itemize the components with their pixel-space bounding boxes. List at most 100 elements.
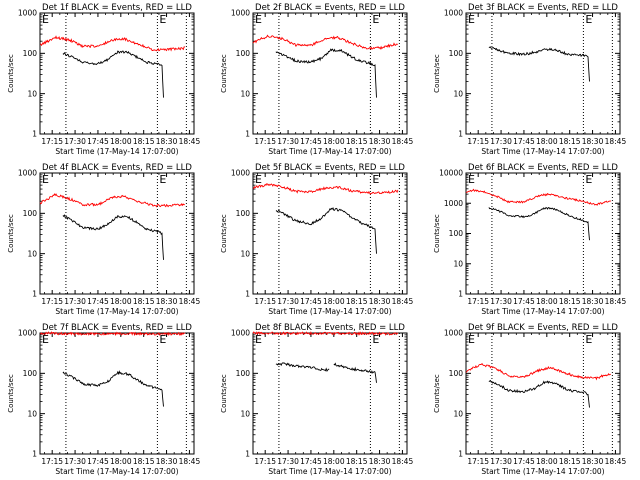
x-tick-label: 18:30 bbox=[369, 137, 391, 146]
events-series-line bbox=[333, 362, 377, 383]
event-marker: E bbox=[372, 173, 379, 186]
y-tick-label: 1 bbox=[458, 130, 463, 139]
x-tick-label: 17:15 bbox=[467, 297, 489, 306]
y-tick-label: 10 bbox=[27, 249, 37, 258]
event-marker: E bbox=[159, 13, 166, 26]
y-tick-label: 1000 bbox=[444, 199, 463, 208]
x-tick-label: 18:30 bbox=[369, 457, 391, 466]
x-tick-label: 18:00 bbox=[536, 457, 558, 466]
x-axis-label: Start Time (17-May-14 17:07:00) bbox=[268, 467, 391, 476]
event-marker: E bbox=[159, 173, 166, 186]
y-tick-label: 100 bbox=[449, 369, 464, 378]
x-tick-label: 18:30 bbox=[582, 297, 604, 306]
lld-series-line bbox=[252, 183, 399, 195]
event-marker: E bbox=[372, 333, 379, 346]
y-axis-label: Counts/sec bbox=[7, 54, 15, 93]
y-tick-label: 100 bbox=[236, 49, 251, 58]
x-tick-label: 18:15 bbox=[133, 137, 155, 146]
event-marker: E bbox=[255, 173, 262, 186]
x-axis-label: Start Time (17-May-14 17:07:00) bbox=[55, 147, 178, 156]
plot-frame bbox=[252, 12, 408, 135]
event-marker: E bbox=[159, 333, 166, 346]
y-tick-label: 1 bbox=[245, 130, 250, 139]
x-tick-label: 17:30 bbox=[64, 457, 86, 466]
y-tick-label: 1 bbox=[458, 290, 463, 299]
y-tick-label: 1000 bbox=[444, 9, 463, 18]
x-tick-label: 18:30 bbox=[582, 137, 604, 146]
lld-series-line bbox=[252, 34, 398, 50]
x-tick-label: 18:15 bbox=[559, 297, 581, 306]
event-marker: E bbox=[42, 173, 49, 186]
x-tick-label: 18:00 bbox=[110, 297, 132, 306]
y-tick-label: 100 bbox=[23, 49, 38, 58]
event-marker: E bbox=[42, 13, 49, 26]
y-tick-label: 1000 bbox=[231, 9, 250, 18]
chart-panel: Det 6f BLACK = Events, RED = LLD 1 10 100 10… bbox=[433, 163, 626, 316]
y-tick-label: 100 bbox=[23, 369, 38, 378]
event-marker: E bbox=[255, 333, 262, 346]
y-tick-label: 1000 bbox=[18, 9, 37, 18]
y-axis-label: Counts/sec bbox=[220, 54, 228, 93]
x-tick-label: 18:15 bbox=[133, 457, 155, 466]
x-tick-label: 18:45 bbox=[179, 137, 201, 146]
plot-frame bbox=[252, 332, 408, 455]
x-tick-label: 18:15 bbox=[346, 457, 368, 466]
event-marker: E bbox=[585, 333, 592, 346]
chart-panel: Det 9f BLACK = Events, RED = LLD 1 10 100 10… bbox=[433, 323, 626, 476]
x-tick-label: 17:30 bbox=[490, 297, 512, 306]
chart-panel: Det 5f BLACK = Events, RED = LLD 1 10 100 10… bbox=[220, 163, 413, 316]
plot-frame bbox=[252, 172, 408, 295]
x-axis-label: Start Time (17-May-14 17:07:00) bbox=[481, 307, 604, 316]
chart-title: Det 3f BLACK = Events, RED = LLD bbox=[468, 3, 618, 13]
x-tick-label: 18:00 bbox=[536, 297, 558, 306]
x-tick-label: 18:30 bbox=[156, 137, 178, 146]
x-tick-label: 17:45 bbox=[300, 297, 322, 306]
x-tick-label: 18:30 bbox=[156, 457, 178, 466]
plot-frame bbox=[39, 172, 195, 295]
y-tick-label: 1000 bbox=[231, 169, 250, 178]
x-tick-label: 18:30 bbox=[369, 297, 391, 306]
y-tick-label: 1 bbox=[32, 130, 37, 139]
y-tick-label: 1 bbox=[245, 290, 250, 299]
x-tick-label: 17:45 bbox=[513, 457, 535, 466]
chart-title: Det 4f BLACK = Events, RED = LLD bbox=[42, 163, 192, 173]
x-tick-label: 18:00 bbox=[323, 297, 345, 306]
plot-frame bbox=[39, 332, 195, 455]
x-axis-label: Start Time (17-May-14 17:07:00) bbox=[481, 467, 604, 476]
y-axis-label: Counts/sec bbox=[220, 214, 228, 253]
y-axis-label: Counts/sec bbox=[433, 214, 441, 253]
x-tick-label: 18:15 bbox=[133, 297, 155, 306]
chart-panel: Det 8f BLACK = Events, RED = LLD 1 10 100 10… bbox=[220, 323, 413, 476]
x-axis-label: Start Time (17-May-14 17:07:00) bbox=[481, 147, 604, 156]
event-marker: E bbox=[372, 13, 379, 26]
lld-series-line bbox=[39, 193, 185, 208]
x-tick-label: 18:45 bbox=[179, 297, 201, 306]
x-tick-label: 18:15 bbox=[559, 457, 581, 466]
y-tick-label: 1 bbox=[458, 450, 463, 459]
y-axis-label: Counts/sec bbox=[7, 214, 15, 253]
plot-frame bbox=[465, 172, 621, 295]
y-tick-label: 100 bbox=[23, 209, 38, 218]
lld-series-line bbox=[465, 362, 612, 381]
x-tick-label: 18:30 bbox=[582, 457, 604, 466]
x-tick-label: 17:15 bbox=[41, 457, 63, 466]
y-axis-label: Counts/sec bbox=[7, 374, 15, 413]
y-tick-label: 10 bbox=[453, 409, 463, 418]
x-axis-label: Start Time (17-May-14 17:07:00) bbox=[55, 307, 178, 316]
event-marker: E bbox=[585, 13, 592, 26]
x-tick-label: 18:30 bbox=[156, 297, 178, 306]
y-tick-label: 1 bbox=[32, 450, 37, 459]
chart-panel: Det 2f BLACK = Events, RED = LLD 1 10 100 10… bbox=[220, 3, 413, 156]
lld-series-line bbox=[465, 188, 612, 206]
chart-title: Det 7f BLACK = Events, RED = LLD bbox=[42, 323, 192, 333]
lld-series-line bbox=[39, 331, 186, 337]
x-axis-label: Start Time (17-May-14 17:07:00) bbox=[55, 467, 178, 476]
x-tick-label: 18:00 bbox=[323, 137, 345, 146]
x-tick-label: 17:15 bbox=[41, 297, 63, 306]
y-tick-label: 100 bbox=[236, 209, 251, 218]
x-tick-label: 17:30 bbox=[64, 297, 86, 306]
y-tick-label: 10 bbox=[240, 89, 250, 98]
plot-frame bbox=[39, 12, 195, 135]
x-tick-label: 18:45 bbox=[605, 297, 627, 306]
